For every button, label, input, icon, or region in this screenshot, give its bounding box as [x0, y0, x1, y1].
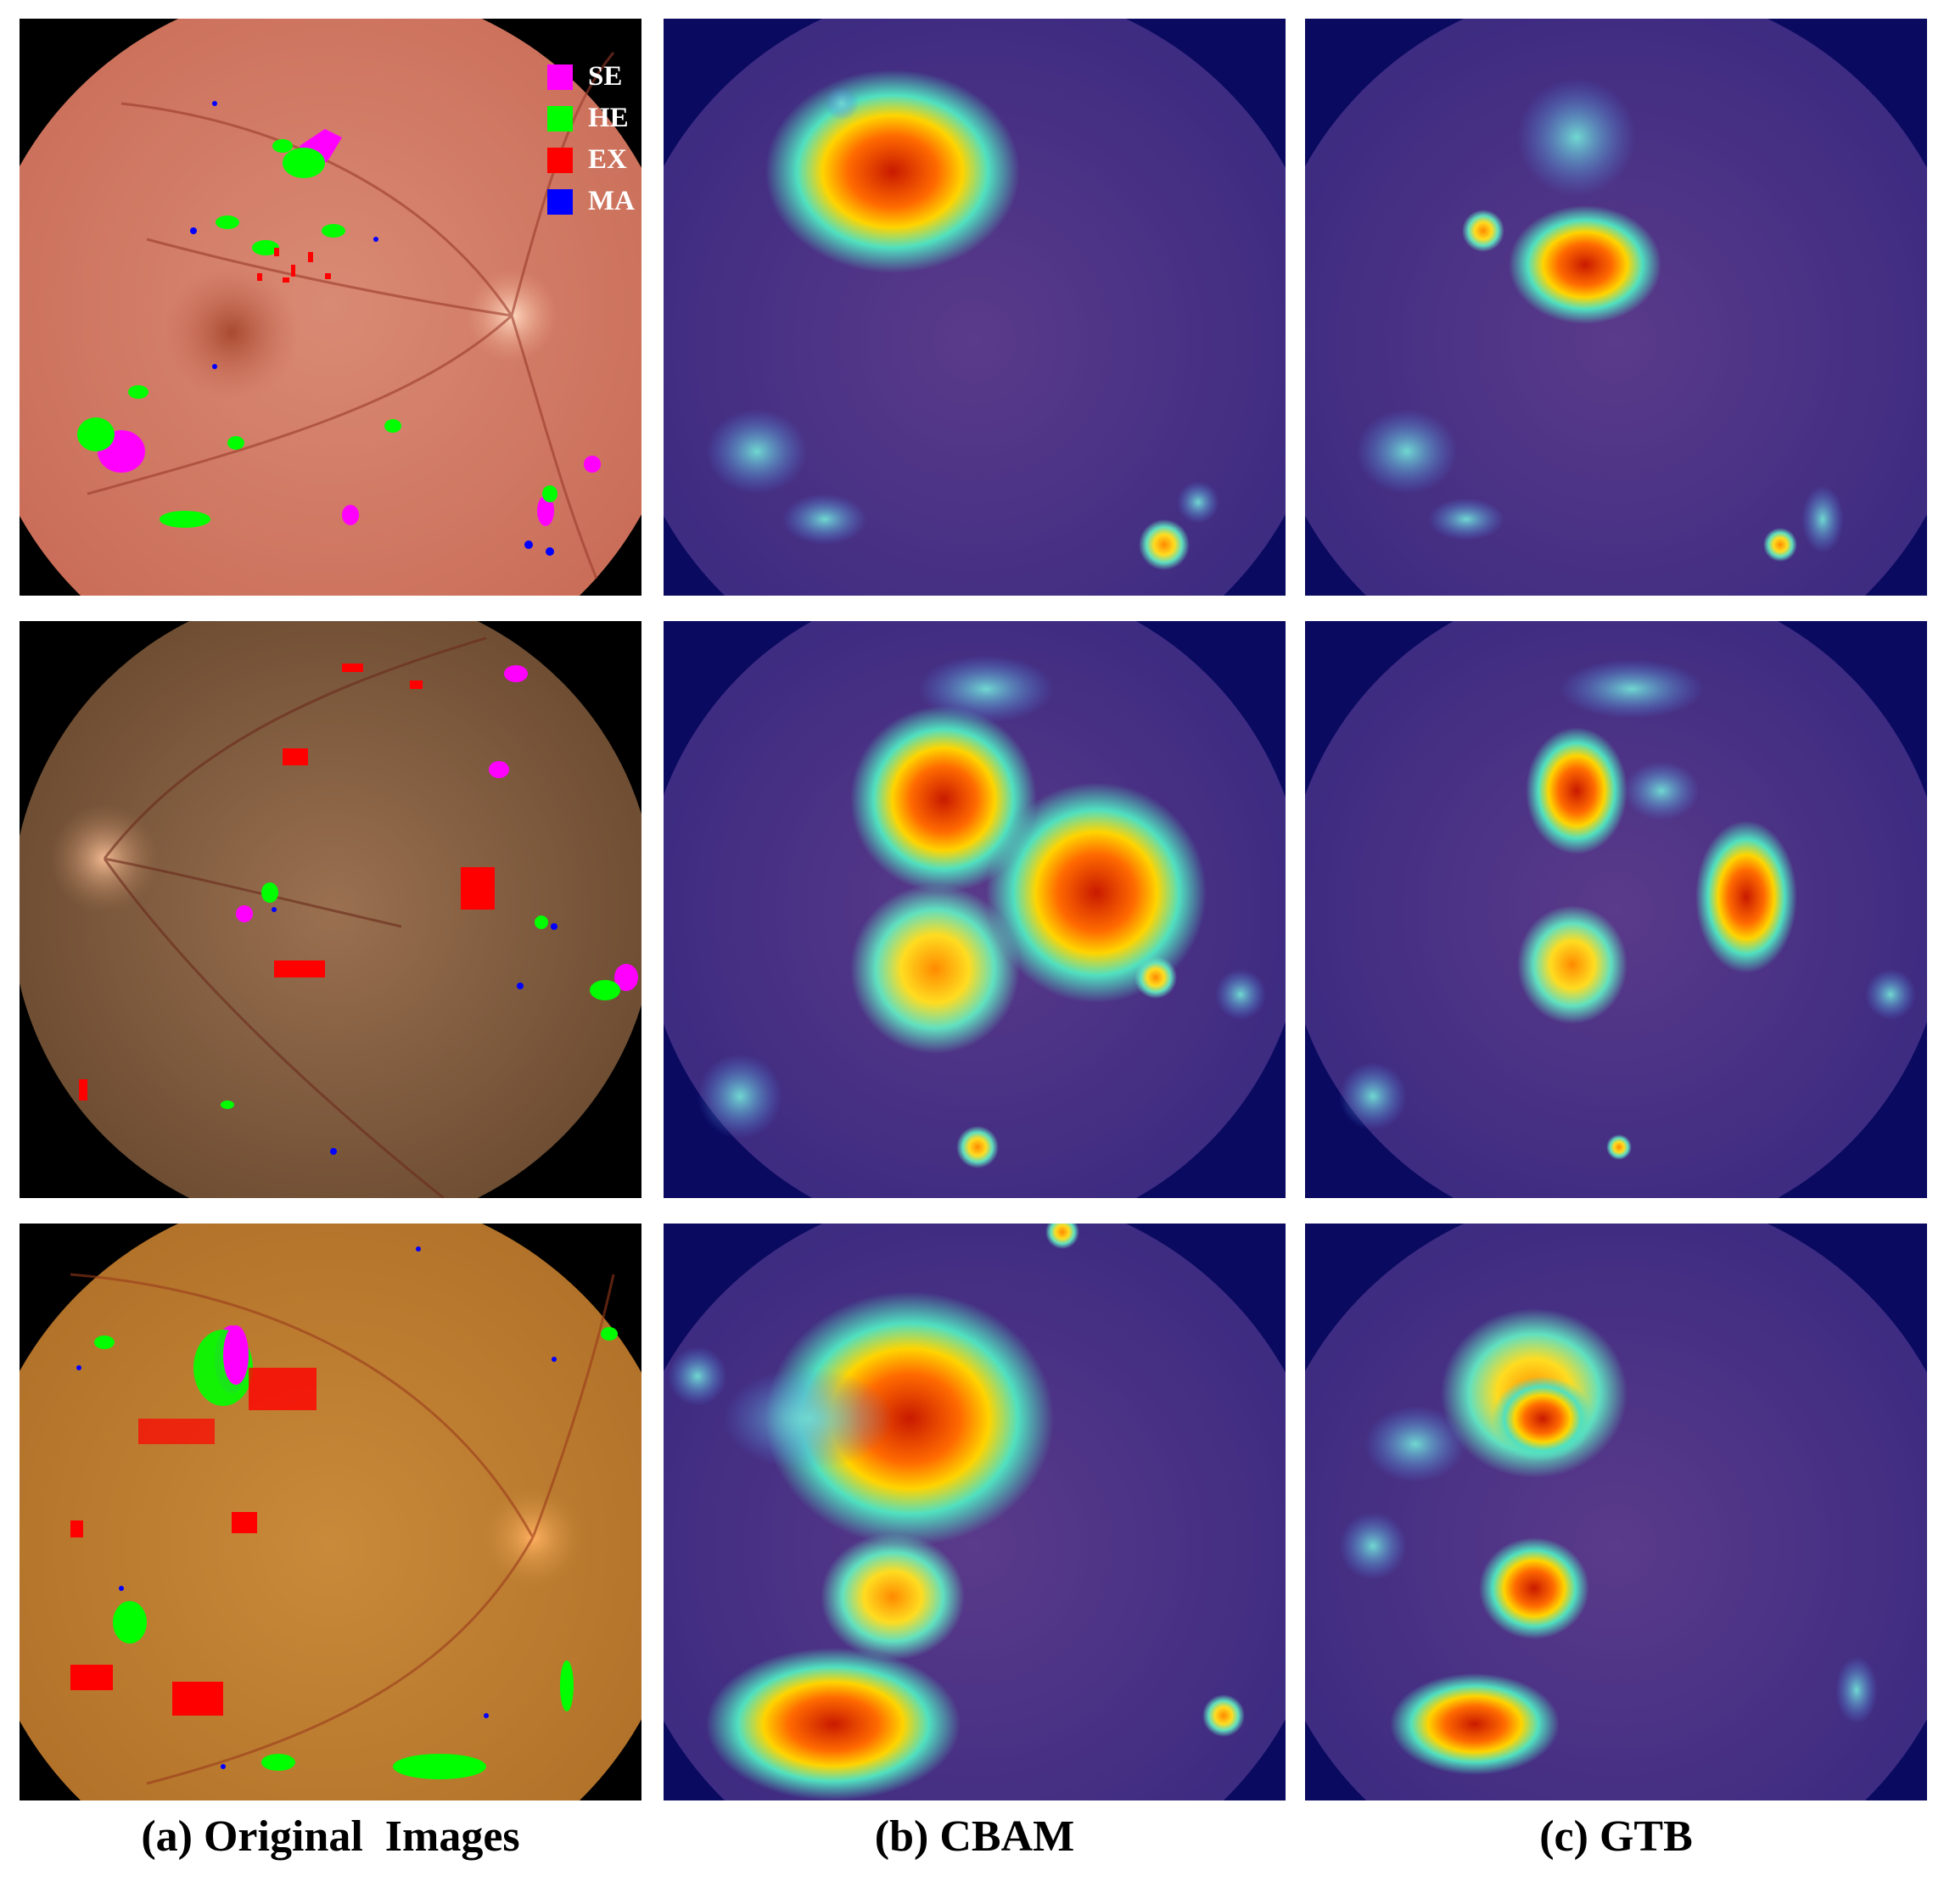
- legend-swatch-ex: [547, 147, 573, 173]
- legend-label-he: HE: [588, 103, 629, 133]
- legend-item-he: HE: [547, 98, 641, 139]
- legend-swatch-ma: [547, 188, 573, 215]
- legend-swatch-he: [547, 105, 573, 132]
- lesion-legend: SE HE EX MA: [547, 56, 641, 222]
- gtb-heatmap-3: [1305, 1224, 1927, 1800]
- cbam-heatmap-3: [664, 1224, 1286, 1800]
- caption-original-images: (a) Original Images: [141, 1812, 520, 1861]
- original-image-1: SE HE EX MA: [20, 19, 641, 596]
- gtb-heatmap-1: [1305, 19, 1927, 596]
- legend-label-se: SE: [588, 61, 623, 92]
- gtb-heatmap-2: [1305, 621, 1927, 1198]
- cbam-heatmap-1: [664, 19, 1286, 596]
- legend-label-ex: EX: [588, 144, 627, 175]
- caption-cbam: (b) CBAM: [874, 1812, 1075, 1861]
- legend-label-ma: MA: [588, 186, 635, 216]
- legend-swatch-se: [547, 64, 573, 90]
- legend-item-ex: EX: [547, 139, 641, 181]
- original-image-2: [20, 621, 641, 1198]
- caption-gtb: (c) GTB: [1539, 1812, 1693, 1861]
- original-image-3: [20, 1224, 641, 1800]
- cbam-heatmap-2: [664, 621, 1286, 1198]
- lesion-overlay: [77, 101, 601, 556]
- legend-item-se: SE: [547, 56, 641, 98]
- legend-item-ma: MA: [547, 181, 641, 222]
